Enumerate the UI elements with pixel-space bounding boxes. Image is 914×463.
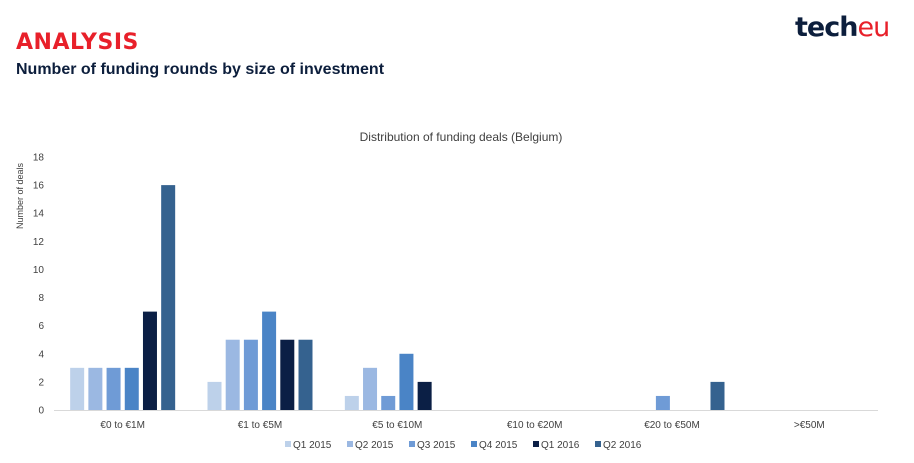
- y-tick-label: 10: [33, 265, 45, 276]
- bar: [207, 381, 222, 410]
- legend-label: Q2 2016: [603, 440, 642, 451]
- legend-swatch: [471, 441, 477, 447]
- page-subtitle: Number of funding rounds by size of inve…: [16, 61, 385, 78]
- legend-swatch: [409, 441, 415, 447]
- y-tick-label: 6: [38, 321, 44, 332]
- x-axis-ticks: €0 to €1M €1 to €5M €5 to €10M €10 to €20M €…: [100, 420, 824, 431]
- x-tick-label: >€50M: [794, 420, 825, 431]
- bar: [381, 395, 396, 410]
- y-axis-ticks: 0 2 4 6 8 10 12 14 16 18: [33, 153, 45, 417]
- bar: [344, 395, 359, 410]
- bar: [88, 367, 103, 410]
- legend-label: Q2 2015: [355, 440, 394, 451]
- y-axis-label: Number of deals: [15, 162, 25, 229]
- bar: [417, 381, 432, 410]
- legend-label: Q1 2015: [293, 440, 332, 451]
- legend-label: Q3 2015: [417, 440, 456, 451]
- bar: [280, 339, 295, 410]
- techeu-logo: techeu: [795, 12, 890, 43]
- bar: [243, 339, 258, 410]
- bar: [298, 339, 313, 410]
- legend-swatch: [595, 441, 601, 447]
- bar: [262, 311, 277, 410]
- x-tick-label: €20 to €50M: [644, 420, 700, 431]
- y-tick-label: 4: [38, 349, 44, 360]
- bar: [142, 311, 157, 410]
- y-tick-label: 8: [38, 293, 44, 304]
- bar: [655, 395, 670, 410]
- bar: [70, 367, 85, 410]
- y-tick-label: 18: [33, 153, 45, 164]
- legend-label: Q4 2015: [479, 440, 518, 451]
- chart-title: Distribution of funding deals (Belgium): [360, 130, 563, 144]
- y-tick-label: 12: [33, 237, 45, 248]
- legend-swatch: [285, 441, 291, 447]
- legend-swatch: [347, 441, 353, 447]
- y-tick-label: 16: [33, 181, 45, 192]
- y-tick-label: 0: [38, 406, 44, 417]
- y-tick-label: 14: [33, 209, 45, 220]
- bars-group: [70, 185, 725, 410]
- bar: [225, 339, 240, 410]
- legend-label: Q1 2016: [541, 440, 580, 451]
- bar: [124, 367, 139, 410]
- legend-swatch: [533, 441, 539, 447]
- logo-accent-text: eu: [857, 12, 890, 43]
- bar: [106, 367, 121, 410]
- page-title: ANALYSIS: [16, 30, 139, 55]
- y-tick-label: 2: [38, 377, 44, 388]
- bar: [161, 185, 176, 410]
- bar: [363, 367, 378, 410]
- x-tick-label: €0 to €1M: [100, 420, 144, 431]
- x-tick-label: €5 to €10M: [372, 420, 422, 431]
- bar: [710, 381, 725, 410]
- chart-legend: Q1 2015 Q2 2015 Q3 2015 Q4 2015 Q1 2016 Q2 20…: [285, 440, 642, 451]
- x-tick-label: €1 to €5M: [238, 420, 282, 431]
- x-tick-label: €10 to €20M: [507, 420, 563, 431]
- logo-main-text: tech: [795, 12, 858, 43]
- bar: [399, 353, 414, 410]
